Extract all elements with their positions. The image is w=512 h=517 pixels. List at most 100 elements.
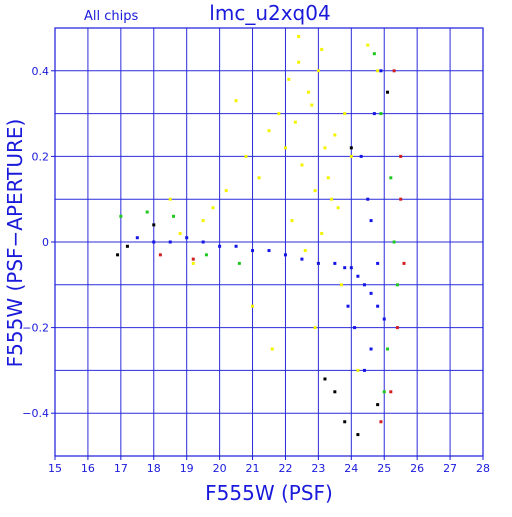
data-point bbox=[343, 112, 347, 116]
data-point bbox=[234, 99, 238, 103]
data-point bbox=[392, 69, 396, 73]
data-point bbox=[349, 146, 353, 150]
data-point bbox=[372, 112, 376, 116]
x-tick-label: 24 bbox=[344, 462, 358, 475]
data-point bbox=[145, 210, 149, 214]
data-point bbox=[333, 261, 337, 265]
data-point bbox=[168, 240, 172, 244]
data-point bbox=[323, 377, 327, 381]
data-point bbox=[267, 129, 271, 133]
x-tick-label: 27 bbox=[443, 462, 457, 475]
data-point bbox=[297, 60, 301, 64]
data-point bbox=[369, 219, 373, 223]
data-point bbox=[386, 347, 390, 351]
data-point bbox=[191, 257, 195, 261]
data-point bbox=[283, 146, 287, 150]
data-point bbox=[349, 266, 353, 270]
y-axis-label: F555W (PSF−APERTURE) bbox=[3, 119, 27, 368]
x-tick-label: 21 bbox=[246, 462, 260, 475]
data-point bbox=[310, 103, 314, 107]
data-point bbox=[356, 274, 360, 278]
x-tick-label: 20 bbox=[213, 462, 227, 475]
data-point bbox=[356, 368, 360, 372]
data-point bbox=[333, 133, 337, 137]
y-tick-label: 0.4 bbox=[32, 65, 50, 78]
chart-subtitle: All chips bbox=[84, 9, 138, 24]
y-tick-label: 0 bbox=[42, 236, 49, 249]
data-point bbox=[119, 214, 123, 218]
data-point bbox=[303, 249, 307, 253]
data-point bbox=[135, 236, 139, 240]
data-point bbox=[234, 244, 238, 248]
data-point bbox=[204, 253, 208, 257]
x-axis-label: F555W (PSF) bbox=[205, 481, 333, 505]
data-point bbox=[158, 253, 162, 257]
x-tick-label: 15 bbox=[48, 462, 62, 475]
data-point bbox=[376, 304, 380, 308]
data-point bbox=[362, 368, 366, 372]
data-point bbox=[369, 347, 373, 351]
data-point bbox=[290, 219, 294, 223]
data-point bbox=[336, 206, 340, 210]
data-point bbox=[349, 154, 353, 158]
data-point bbox=[244, 154, 248, 158]
data-point bbox=[379, 69, 383, 73]
data-point bbox=[369, 291, 373, 295]
data-point bbox=[382, 390, 386, 394]
x-axis-ticks: 15 16 17 18 19 20 21 22 23 24 25 26 27 28 bbox=[48, 456, 490, 475]
x-tick-label: 23 bbox=[311, 462, 325, 475]
y-tick-label: 0.2 bbox=[32, 150, 50, 163]
data-point bbox=[395, 283, 399, 287]
x-tick-label: 17 bbox=[114, 462, 128, 475]
data-point bbox=[297, 35, 301, 39]
data-point bbox=[251, 304, 255, 308]
data-point bbox=[330, 197, 334, 201]
data-point bbox=[218, 244, 222, 248]
x-tick-label: 19 bbox=[180, 462, 194, 475]
data-point bbox=[402, 261, 406, 265]
data-point bbox=[376, 403, 380, 407]
y-axis-ticks: −0.4 −0.2 0 0.2 0.4 bbox=[22, 65, 55, 420]
data-point bbox=[395, 326, 399, 330]
data-point bbox=[283, 253, 287, 257]
data-point bbox=[323, 146, 327, 150]
x-tick-label: 18 bbox=[147, 462, 161, 475]
data-point bbox=[372, 52, 376, 56]
data-points bbox=[116, 35, 406, 437]
data-point bbox=[392, 240, 396, 244]
y-tick-label: −0.2 bbox=[22, 322, 49, 335]
data-point bbox=[389, 176, 393, 180]
data-point bbox=[293, 120, 297, 124]
data-point bbox=[359, 154, 363, 158]
data-point bbox=[270, 347, 274, 351]
data-point bbox=[333, 390, 337, 394]
x-tick-label: 26 bbox=[410, 462, 424, 475]
x-tick-label: 25 bbox=[377, 462, 391, 475]
data-point bbox=[376, 261, 380, 265]
data-point bbox=[300, 257, 304, 261]
data-point bbox=[316, 261, 320, 265]
data-point bbox=[257, 176, 261, 180]
data-point bbox=[389, 390, 393, 394]
data-point bbox=[366, 197, 370, 201]
data-point bbox=[316, 69, 320, 73]
data-point bbox=[224, 189, 228, 193]
data-point bbox=[116, 253, 120, 257]
data-point bbox=[353, 326, 357, 330]
x-tick-label: 16 bbox=[81, 462, 95, 475]
data-point bbox=[382, 317, 386, 321]
data-point bbox=[386, 90, 390, 94]
data-point bbox=[201, 240, 205, 244]
data-point bbox=[178, 231, 182, 235]
data-point bbox=[346, 304, 350, 308]
data-point bbox=[399, 197, 403, 201]
chart-title: lmc_u2xq04 bbox=[209, 1, 330, 25]
data-point bbox=[362, 283, 366, 287]
data-point bbox=[267, 249, 271, 253]
data-point bbox=[185, 236, 189, 240]
data-point bbox=[125, 244, 129, 248]
data-point bbox=[300, 163, 304, 167]
data-point bbox=[191, 261, 195, 265]
